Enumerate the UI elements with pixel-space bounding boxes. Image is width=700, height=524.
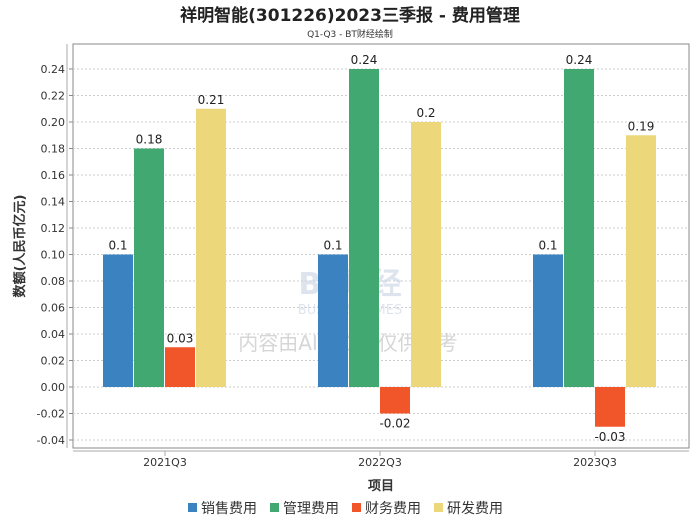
data-label: 0.21 [198,93,225,107]
legend-label: 研发费用 [447,501,503,517]
bar-财务费用 [595,387,625,427]
x-tick-label: 2022Q3 [358,456,402,469]
data-label: 0.24 [351,53,378,67]
legend-label: 销售费用 [201,501,257,517]
legend-swatch [270,503,279,512]
chart-title: 祥明智能(301226)2023三季报 - 费用管理 [180,5,520,26]
y-tick-label: 0.16 [41,169,66,182]
x-axis-title: 项目 [368,479,394,494]
chart-subtitle: Q1-Q3 - BT财经绘制 [307,28,393,40]
bar-销售费用 [103,254,133,387]
data-label: 0.24 [566,53,593,67]
data-label: 0.2 [416,106,435,120]
x-tick-label: 2021Q3 [143,456,187,469]
bar-财务费用 [380,387,410,414]
bar-研发费用 [411,122,441,387]
y-tick-label: 0.24 [41,63,66,76]
y-tick-label: 0.14 [41,196,66,209]
data-label: 0.1 [538,239,557,253]
data-label: 0.19 [628,119,655,133]
y-tick-label: 0.02 [41,355,66,368]
legend-label: 财务费用 [365,501,421,517]
y-tick-label: 0.18 [41,143,66,156]
y-tick-label: 0.10 [41,249,66,262]
y-tick-label: 0.20 [41,116,66,129]
data-label: 0.1 [323,239,342,253]
y-tick-label: -0.02 [37,408,65,421]
legend-swatch [352,503,361,512]
data-label: 0.03 [167,331,194,345]
y-tick-label: 0.06 [41,302,66,315]
data-label: -0.02 [379,417,410,431]
legend-swatch [188,503,197,512]
y-tick-label: 0.12 [41,222,66,235]
bar-研发费用 [196,108,226,387]
data-label: 0.18 [136,133,163,147]
bar-销售费用 [318,254,348,387]
y-tick-label: -0.04 [37,434,65,447]
y-tick-label: 0.08 [41,275,66,288]
bar-销售费用 [533,254,563,387]
data-label: -0.03 [594,430,625,444]
y-tick-label: 0.00 [41,381,66,394]
bar-研发费用 [626,135,656,387]
legend-swatch [434,503,443,512]
y-axis-title: 数额(人民币亿元) [12,195,28,298]
y-tick-label: 0.22 [41,90,66,103]
y-tick-label: 0.04 [41,328,66,341]
bar-管理费用 [134,148,164,387]
bar-财务费用 [165,347,195,387]
bar-管理费用 [349,69,379,387]
legend-label: 管理费用 [283,501,339,517]
x-tick-label: 2023Q3 [573,456,617,469]
bar-管理费用 [564,69,594,387]
data-label: 0.1 [108,239,127,253]
